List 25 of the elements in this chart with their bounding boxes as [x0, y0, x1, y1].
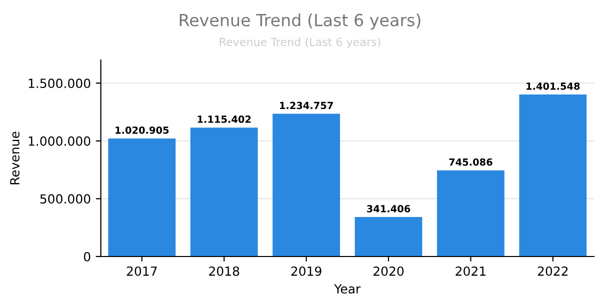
bar	[272, 114, 340, 256]
x-tick-label: 2022	[538, 266, 568, 276]
data-label: 1.020.905	[116, 126, 169, 134]
y-tick-label: 0	[84, 252, 90, 262]
x-axis-title: Year	[334, 284, 361, 294]
x-tick-label: 2017	[126, 266, 157, 276]
y-tick-label: 1.500.000	[28, 78, 90, 88]
x-tick-label: 2019	[291, 266, 322, 276]
y-axis-title: Revenue	[10, 132, 20, 184]
x-tick-label: 2021	[456, 266, 486, 276]
bar	[108, 138, 176, 256]
data-label: 1.115.402	[198, 116, 251, 123]
data-label: 1.401.548	[526, 82, 580, 90]
bar	[354, 217, 422, 256]
data-label: 341.406	[367, 205, 410, 212]
y-tick-label: 1.000.000	[28, 136, 90, 146]
bar	[437, 170, 504, 256]
data-label: 745.086	[449, 158, 492, 166]
y-tick-label: 500.000	[40, 194, 90, 204]
chart-title: Revenue Trend (Last 6 years)	[180, 14, 420, 30]
bar	[519, 94, 587, 256]
x-tick-label: 2018	[209, 266, 240, 276]
x-tick-label: 2020	[374, 266, 404, 276]
bar	[190, 128, 258, 256]
data-label: 1.234.757	[280, 102, 333, 110]
